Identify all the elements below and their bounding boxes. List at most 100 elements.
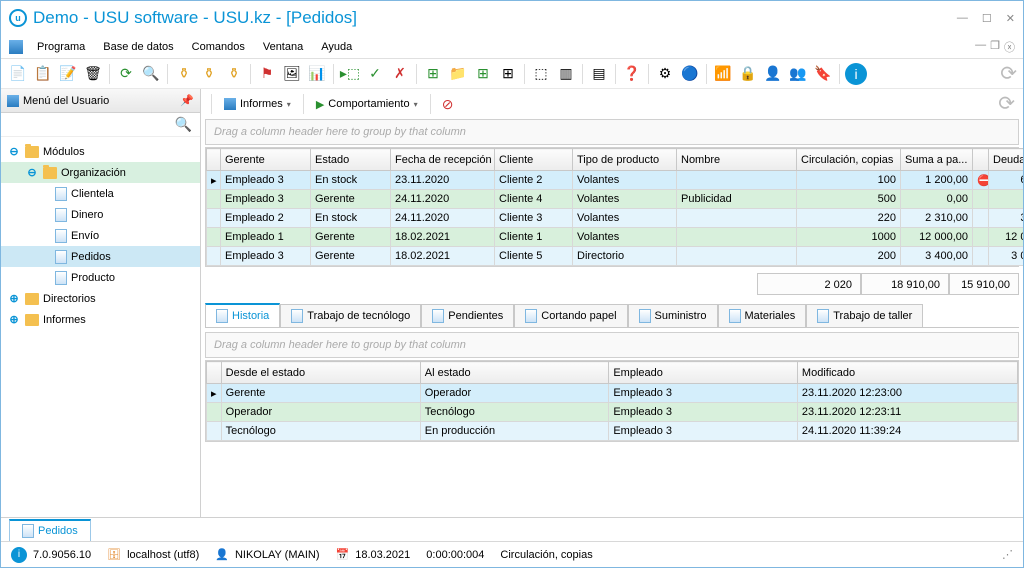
tb-window-icon[interactable]: ⬚ xyxy=(530,63,552,85)
tree-node-envío[interactable]: Envío xyxy=(1,225,200,246)
expand-icon[interactable]: ⊖ xyxy=(25,166,39,179)
tb-gear-icon[interactable]: ⚙ xyxy=(654,63,676,85)
resize-grip-icon[interactable]: ⋰ xyxy=(1002,548,1013,561)
cancel-button[interactable]: ⊘ xyxy=(437,93,459,115)
tab-historia[interactable]: Historia xyxy=(205,303,280,327)
maximize-icon[interactable]: ☐ xyxy=(982,12,992,25)
group-by-bar[interactable]: Drag a column header here to group by th… xyxy=(205,119,1019,145)
tb-filter3-icon[interactable]: ⚱ xyxy=(223,63,245,85)
tb-columns-icon[interactable]: ▥ xyxy=(555,63,577,85)
pin-icon[interactable]: 📌 xyxy=(180,94,194,107)
expand-icon[interactable]: ⊕ xyxy=(7,292,21,305)
col-header[interactable]: Modificado xyxy=(797,362,1017,384)
tree-node-dinero[interactable]: Dinero xyxy=(1,204,200,225)
table-row[interactable]: ▸Empleado 3En stock23.11.2020Cliente 2Vo… xyxy=(207,171,1024,190)
table-row[interactable]: Empleado 2En stock24.11.2020Cliente 3Vol… xyxy=(207,209,1024,228)
menu-basedatos[interactable]: Base de datos xyxy=(95,39,181,55)
table-row[interactable]: Empleado 3Gerente18.02.2021Cliente 5Dire… xyxy=(207,247,1024,266)
tb-table-icon[interactable]: ⊞ xyxy=(497,63,519,85)
expand-icon[interactable]: ⊕ xyxy=(7,313,21,326)
tb-filter2-icon[interactable]: ⚱ xyxy=(198,63,220,85)
col-header[interactable]: Tipo de producto xyxy=(573,149,677,171)
tab-pendientes[interactable]: Pendientes xyxy=(421,304,514,327)
tb-help-icon[interactable]: ❓ xyxy=(621,63,643,85)
col-header[interactable]: Circulación, copias xyxy=(797,149,901,171)
menu-ventana[interactable]: Ventana xyxy=(255,39,311,55)
minimize-icon[interactable]: — xyxy=(957,12,968,25)
menu-ayuda[interactable]: Ayuda xyxy=(313,39,360,55)
sub-overflow-icon[interactable]: ⟳ xyxy=(998,97,1015,111)
tb-list-icon[interactable]: ▤ xyxy=(588,63,610,85)
tree-node-clientela[interactable]: Clientela xyxy=(1,183,200,204)
tab-trabajo-de-tecnólogo[interactable]: Trabajo de tecnólogo xyxy=(280,304,421,327)
tb-image-icon[interactable]: 🖼 xyxy=(281,63,303,85)
search-icon[interactable]: 🔍 xyxy=(175,116,192,133)
tb-edit-icon[interactable]: 📝 xyxy=(57,63,79,85)
table-row[interactable]: Empleado 3Gerente24.11.2020Cliente 4Vola… xyxy=(207,190,1024,209)
tree-node-directorios[interactable]: ⊕Directorios xyxy=(1,288,200,309)
col-header[interactable] xyxy=(207,362,222,384)
cell: Volantes xyxy=(573,171,677,190)
col-header[interactable]: Fecha de recepción xyxy=(391,149,495,171)
close-icon[interactable]: ✕ xyxy=(1006,12,1015,25)
tab-trabajo-de-taller[interactable]: Trabajo de taller xyxy=(806,304,923,327)
tb-lock-icon[interactable]: 🔒 xyxy=(737,63,759,85)
mdi-restore-icon[interactable]: ❐ xyxy=(990,39,1000,55)
col-header[interactable]: Suma a pa... xyxy=(901,149,973,171)
cell: 24.11.2020 xyxy=(391,190,495,209)
tb-filter-icon[interactable]: ⚱ xyxy=(173,63,195,85)
col-header[interactable]: Desde el estado xyxy=(221,362,420,384)
col-header[interactable]: Deuda xyxy=(989,149,1024,171)
menu-comandos[interactable]: Comandos xyxy=(184,39,253,55)
tab-pedidos[interactable]: Pedidos xyxy=(9,519,91,541)
col-header[interactable]: Cliente xyxy=(495,149,573,171)
tb-overflow-icon[interactable]: ⟳ xyxy=(1000,67,1017,81)
menu-programa[interactable]: Programa xyxy=(29,39,93,55)
tb-excel-icon[interactable]: ⊞ xyxy=(472,63,494,85)
table-row[interactable]: Empleado 1Gerente18.02.2021Cliente 1Vola… xyxy=(207,228,1024,247)
col-header[interactable]: Gerente xyxy=(221,149,311,171)
tb-refresh-icon[interactable]: ⟳ xyxy=(115,63,137,85)
tb-new-icon[interactable]: 📄 xyxy=(7,63,29,85)
sidebar-search[interactable]: 🔍 xyxy=(1,113,200,137)
col-header[interactable] xyxy=(973,149,989,171)
tb-rss-icon[interactable]: 📶 xyxy=(712,63,734,85)
tree-node-módulos[interactable]: ⊖Módulos xyxy=(1,141,200,162)
tb-tag-icon[interactable]: 🔖 xyxy=(812,63,834,85)
tab-cortando-papel[interactable]: Cortando papel xyxy=(514,304,627,327)
tb-folder-icon[interactable]: 📁 xyxy=(447,63,469,85)
informes-button[interactable]: Informes ▾ xyxy=(218,93,297,115)
tb-info-icon[interactable]: i xyxy=(845,63,867,85)
tb-flag-icon[interactable]: ⚑ xyxy=(256,63,278,85)
tree-node-pedidos[interactable]: Pedidos xyxy=(1,246,200,267)
tb-add-icon[interactable]: ⊞ xyxy=(422,63,444,85)
col-header[interactable]: Empleado xyxy=(609,362,798,384)
tb-chart-icon[interactable]: 📊 xyxy=(306,63,328,85)
expand-icon[interactable]: ⊖ xyxy=(7,145,21,158)
col-header[interactable]: Nombre xyxy=(677,149,797,171)
tb-delete-icon[interactable]: 🗑 xyxy=(82,63,104,85)
table-row[interactable]: ▸GerenteOperadorEmpleado 323.11.2020 12:… xyxy=(207,384,1018,403)
comportamiento-button[interactable]: ▶ Comportamiento ▾ xyxy=(310,93,424,115)
tab-suministro[interactable]: Suministro xyxy=(628,304,718,327)
tree-node-informes[interactable]: ⊕Informes xyxy=(1,309,200,330)
tb-colors-icon[interactable]: 🔵 xyxy=(679,63,701,85)
tb-go-icon[interactable]: ▸⬚ xyxy=(339,63,361,85)
table-row[interactable]: OperadorTecnólogoEmpleado 323.11.2020 12… xyxy=(207,403,1018,422)
tree-node-producto[interactable]: Producto xyxy=(1,267,200,288)
col-header[interactable]: Al estado xyxy=(420,362,609,384)
tb-users-icon[interactable]: 👥 xyxy=(787,63,809,85)
tb-uncheck-icon[interactable]: ✗ xyxy=(389,63,411,85)
tb-user-icon[interactable]: 👤 xyxy=(762,63,784,85)
col-header[interactable] xyxy=(207,149,221,171)
mdi-minimize-icon[interactable]: — xyxy=(975,39,986,55)
tb-check-icon[interactable]: ✓ xyxy=(364,63,386,85)
group-by-bar-2[interactable]: Drag a column header here to group by th… xyxy=(205,332,1019,358)
col-header[interactable]: Estado xyxy=(311,149,391,171)
table-row[interactable]: TecnólogoEn producciónEmpleado 324.11.20… xyxy=(207,422,1018,441)
tree-node-organización[interactable]: ⊖Organización xyxy=(1,162,200,183)
mdi-close-icon[interactable]: ⓧ xyxy=(1004,39,1015,55)
tb-search-icon[interactable]: 🔍 xyxy=(140,63,162,85)
tb-open-icon[interactable]: 📋 xyxy=(32,63,54,85)
tab-materiales[interactable]: Materiales xyxy=(718,304,807,327)
